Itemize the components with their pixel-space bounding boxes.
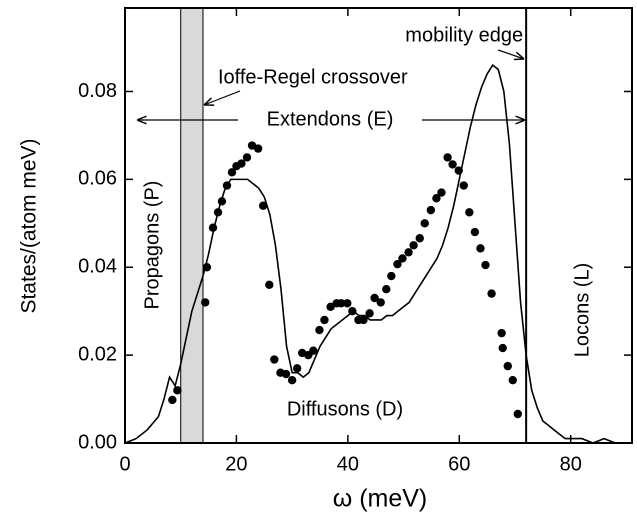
- data-point: [497, 328, 506, 338]
- data-point: [426, 205, 436, 215]
- data-point: [201, 298, 210, 307]
- data-point: [459, 181, 468, 190]
- data-point: [415, 234, 424, 243]
- y-axis-label: States/(atom meV): [18, 138, 41, 313]
- data-point: [348, 306, 357, 316]
- data-point: [382, 285, 391, 294]
- data-point: [387, 271, 396, 281]
- data-point: [370, 293, 379, 303]
- data-point: [376, 298, 385, 307]
- data-point: [242, 153, 252, 162]
- x-tick-label: 60: [448, 453, 470, 475]
- data-point: [359, 315, 368, 325]
- data-point: [393, 259, 402, 269]
- x-tick-label: 20: [225, 453, 247, 475]
- data-point: [409, 241, 418, 250]
- data-point: [208, 223, 218, 232]
- annotation: Propagons (P): [141, 181, 163, 310]
- y-tick-label: 0.00: [78, 431, 117, 453]
- data-point: [513, 409, 522, 419]
- y-tick-label: 0.08: [78, 80, 117, 102]
- data-point: [437, 188, 446, 197]
- data-point: [270, 355, 279, 364]
- data-point: [287, 375, 297, 385]
- y-tick-label: 0.04: [78, 256, 117, 278]
- ioffe-regel-band: [180, 7, 204, 444]
- data-point: [448, 160, 457, 169]
- data-point: [398, 254, 407, 263]
- data-point: [476, 244, 485, 253]
- data-point: [470, 227, 480, 237]
- annotation: Locons (L): [571, 263, 593, 358]
- arrow: [497, 49, 524, 59]
- data-point: [404, 248, 413, 257]
- data-point: [503, 361, 512, 371]
- data-point: [454, 166, 463, 175]
- x-tick-label: 0: [119, 453, 130, 475]
- data-point: [258, 201, 268, 210]
- data-point: [498, 343, 507, 353]
- arrow: [204, 90, 241, 105]
- data-point: [237, 159, 246, 168]
- data-point: [343, 299, 352, 308]
- y-tick-label: 0.02: [78, 343, 117, 365]
- y-tick-label: 0.06: [78, 168, 117, 190]
- data-point: [217, 197, 227, 206]
- annotation: mobility edge: [405, 24, 523, 46]
- data-point: [227, 168, 237, 177]
- x-tick-label: 40: [337, 453, 359, 475]
- data-point: [309, 346, 318, 355]
- data-point: [432, 194, 441, 203]
- data-point: [265, 280, 274, 290]
- x-axis-label: ω (meV): [333, 485, 428, 513]
- data-point: [168, 395, 177, 405]
- data-point: [173, 386, 182, 395]
- dos-line: [124, 63, 616, 444]
- x-tick-label: 80: [560, 453, 582, 475]
- data-point: [487, 289, 496, 298]
- data-point: [292, 364, 302, 373]
- data-point: [481, 260, 490, 270]
- data-point: [202, 263, 212, 272]
- data-point: [336, 299, 346, 308]
- data-point: [320, 315, 329, 325]
- data-point: [213, 208, 223, 217]
- annotation: Extendons (E): [267, 108, 394, 130]
- data-point: [420, 219, 429, 228]
- data-point: [365, 309, 374, 318]
- data-point: [315, 325, 324, 335]
- plot-frame: [124, 7, 633, 444]
- data-point: [253, 144, 263, 153]
- data-point: [326, 302, 335, 311]
- data-point: [281, 369, 291, 379]
- data-point: [443, 153, 452, 162]
- data-point: [222, 181, 232, 190]
- annotation: Diffusons (D): [287, 398, 403, 420]
- data-point: [508, 375, 517, 385]
- annotation: Ioffe-Regel crossover: [218, 66, 408, 88]
- data-point: [465, 208, 474, 217]
